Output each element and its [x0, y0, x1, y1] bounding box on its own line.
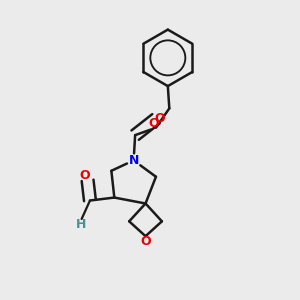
- Text: N: N: [129, 154, 139, 167]
- Text: H: H: [76, 218, 86, 231]
- Text: O: O: [154, 112, 165, 125]
- Text: O: O: [149, 117, 160, 130]
- Text: O: O: [140, 235, 151, 248]
- Text: O: O: [79, 169, 90, 182]
